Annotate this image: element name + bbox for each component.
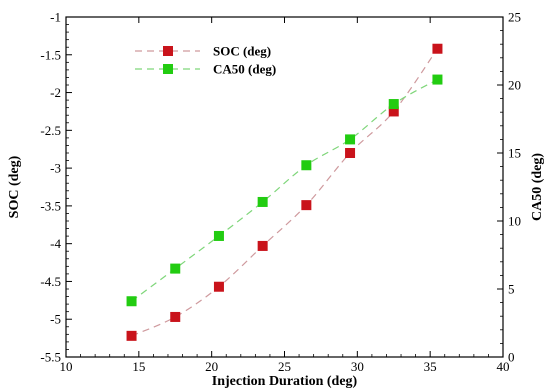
legend: SOC (deg) CA50 (deg) xyxy=(135,44,276,77)
soc-data-point xyxy=(301,200,312,211)
y2-tick-label: 20 xyxy=(508,78,521,93)
soc-data-point xyxy=(388,106,399,117)
soc-data-point xyxy=(257,240,268,251)
soc-data-point xyxy=(126,330,137,341)
ca50-data-point xyxy=(257,196,268,207)
y-tick-label: -5 xyxy=(50,312,61,327)
legend-label-soc: SOC (deg) xyxy=(213,44,271,59)
ca50-data-point xyxy=(388,99,399,110)
x-axis-title: Injection Duration (deg) xyxy=(212,374,358,389)
y-tick-label: -2.5 xyxy=(40,123,61,138)
y-axis-title: SOC (deg) xyxy=(7,155,22,218)
y-tick-label: -1 xyxy=(50,10,61,25)
y-tick-label: -1.5 xyxy=(40,47,61,62)
soc-data-point xyxy=(213,281,224,292)
x-tick-label: 20 xyxy=(205,359,218,374)
x-tick-label: 25 xyxy=(278,359,291,374)
y2-tick-label: 5 xyxy=(508,282,515,297)
x-tick-label: 15 xyxy=(132,359,145,374)
y-tick-label: -3 xyxy=(50,161,61,176)
soc-data-point xyxy=(432,43,443,54)
x-tick-label: 40 xyxy=(497,359,510,374)
x-tick-label: 35 xyxy=(424,359,437,374)
ca50-data-point xyxy=(432,74,443,85)
y-tick-label: -4 xyxy=(50,236,61,251)
y2-tick-label: 0 xyxy=(508,350,515,365)
legend-marker-ca50 xyxy=(163,64,173,74)
soc-data-point xyxy=(170,311,181,322)
y-tick-label: -2 xyxy=(50,85,61,100)
y-tick-label: -3.5 xyxy=(40,198,61,213)
axes-layer: 10 15 20 25 30 35 40 -5.5 -5 -4.5 -4 -3.5 -3 -2.5 -2 -1… xyxy=(7,10,545,390)
legend-label-ca50: CA50 (deg) xyxy=(213,62,276,77)
y-tick-label: -5.5 xyxy=(40,350,61,365)
ca50-data-point xyxy=(301,160,312,171)
ca50-data-point xyxy=(126,296,137,307)
ca50-data-point xyxy=(170,263,181,274)
series-line-ca50 xyxy=(131,79,438,302)
ca50-data-point xyxy=(345,134,356,145)
series-layer xyxy=(126,43,443,341)
soc-data-point xyxy=(345,148,356,158)
y2-tick-label: 25 xyxy=(508,10,521,25)
x-tick-label: 10 xyxy=(60,359,73,374)
legend-marker-soc xyxy=(163,46,173,56)
y-tick-label: -4.5 xyxy=(40,274,61,289)
y2-tick-label: 15 xyxy=(508,146,521,161)
series-line-soc xyxy=(131,48,438,337)
ca50-data-point xyxy=(213,230,224,241)
y2-tick-label: 10 xyxy=(508,214,521,229)
y2-axis-title: CA50 (deg) xyxy=(530,153,545,221)
x-tick-label: 30 xyxy=(351,359,364,374)
